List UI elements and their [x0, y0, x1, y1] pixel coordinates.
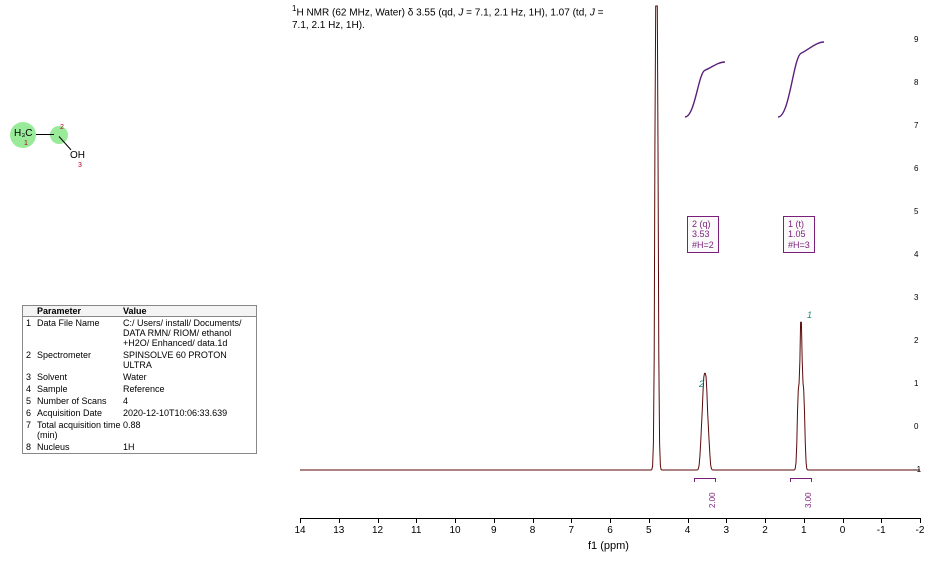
- y-tick-label: 5: [912, 207, 930, 216]
- y-tick-label: 4: [912, 250, 930, 259]
- table-row: 8Nucleus1H: [23, 441, 256, 453]
- x-tick-label: 10: [449, 525, 460, 536]
- y-tick-label: 6: [912, 164, 930, 173]
- x-tick-label: 0: [840, 525, 846, 536]
- peak-id-label: 1: [807, 310, 812, 320]
- x-tick-label: 4: [685, 525, 691, 536]
- col-value: Value: [123, 306, 256, 316]
- molecule-structure: H₃C12OH3: [10, 122, 100, 172]
- table-row: 2SpectrometerSPINSOLVE 60 PROTON ULTRA: [23, 349, 256, 371]
- x-tick-label: 11: [411, 525, 421, 536]
- x-tick-label: 1: [801, 525, 807, 536]
- integral-bracket: [790, 478, 812, 482]
- y-tick-label: 2: [912, 336, 930, 345]
- table-row: 6Acquisition Date2020-12-10T10:06:33.639: [23, 407, 256, 419]
- table-row: 5Number of Scans4: [23, 395, 256, 407]
- y-tick-label: -1: [912, 465, 930, 474]
- table-row: 4SampleReference: [23, 383, 256, 395]
- spectrum-svg: [290, 0, 930, 575]
- col-parameter: Parameter: [37, 306, 123, 316]
- x-tick-label: 6: [607, 525, 613, 536]
- param-table-header: Parameter Value: [23, 306, 256, 317]
- x-tick-label: 13: [333, 525, 344, 536]
- table-row: 3SolventWater: [23, 371, 256, 383]
- y-tick-label: 9: [912, 35, 930, 44]
- y-tick-label: 0: [912, 422, 930, 431]
- col-num: [23, 306, 37, 316]
- x-tick-label: 9: [491, 525, 497, 536]
- x-tick-label: 8: [530, 525, 536, 536]
- peak-annotation-box: 1 (t)1.05#H=3: [783, 216, 815, 253]
- x-tick-label: 14: [294, 525, 305, 536]
- integral-value: 3.00: [804, 492, 813, 508]
- x-tick-label: 7: [568, 525, 574, 536]
- y-tick-label: 8: [912, 78, 930, 87]
- x-axis-title: f1 (ppm): [588, 540, 629, 552]
- x-tick-label: 2: [762, 525, 768, 536]
- y-tick-label: 7: [912, 121, 930, 130]
- integral-value: 2.00: [708, 492, 717, 508]
- nmr-spectrum-plot: 14131211109876543210-1-2f1 (ppm)2 (q)3.5…: [290, 0, 930, 575]
- y-tick-label: 3: [912, 293, 930, 302]
- x-tick-label: 12: [372, 525, 383, 536]
- table-row: 1Data File NameC:/ Users/ install/ Docum…: [23, 317, 256, 349]
- x-tick-label: -2: [916, 525, 925, 536]
- y-tick-label: 1: [912, 379, 930, 388]
- peak-annotation-box: 2 (q)3.53#H=2: [687, 216, 719, 253]
- integral-bracket: [694, 478, 716, 482]
- x-tick-label: 3: [723, 525, 729, 536]
- peak-id-label: 2: [699, 379, 704, 389]
- table-row: 7Total acquisition time (min)0.88: [23, 419, 256, 441]
- x-tick-label: -1: [877, 525, 886, 536]
- x-tick-label: 5: [646, 525, 652, 536]
- parameter-table: Parameter Value 1Data File NameC:/ Users…: [22, 305, 257, 454]
